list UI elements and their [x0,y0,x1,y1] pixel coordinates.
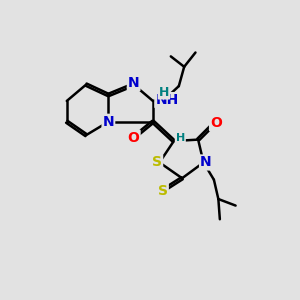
Text: N: N [200,155,212,170]
Text: S: S [158,184,168,198]
Text: O: O [128,130,140,145]
Text: N: N [103,115,114,129]
Text: O: O [210,116,222,130]
Text: N: N [128,76,140,90]
Text: S: S [152,155,162,170]
Text: H: H [159,85,169,98]
Text: H: H [176,133,185,142]
Text: NH: NH [155,93,178,107]
